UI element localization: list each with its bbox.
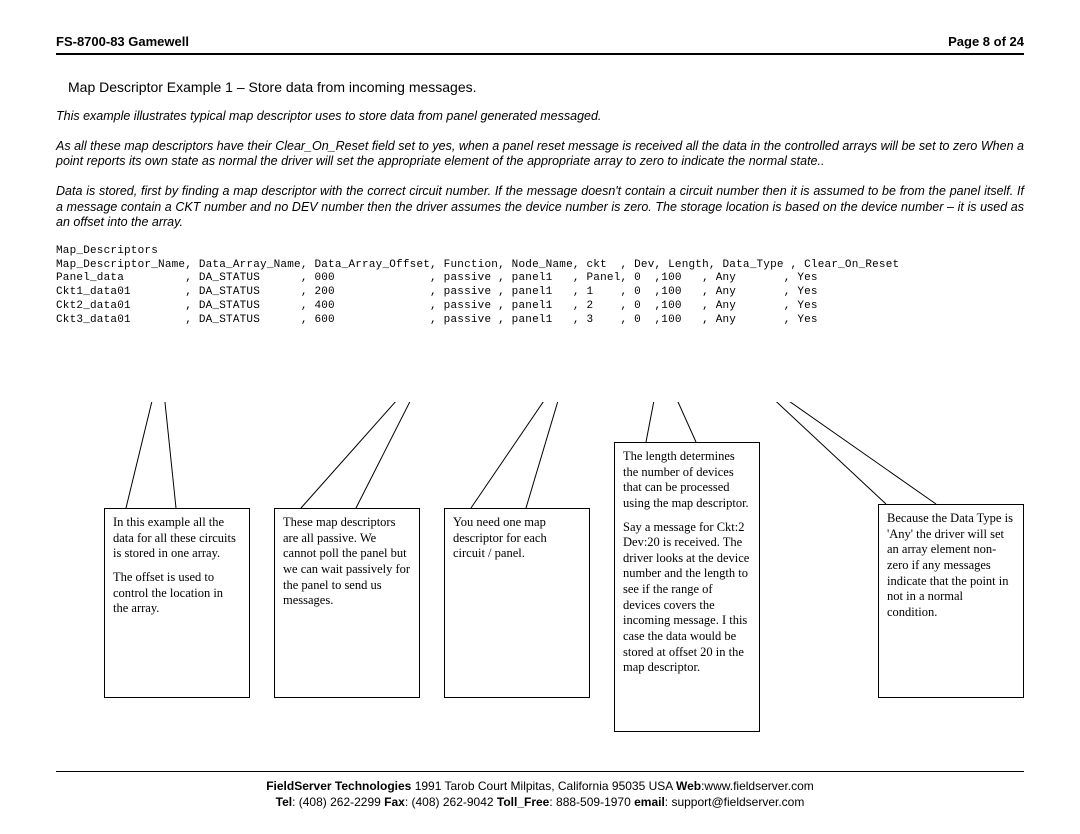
page-header: FS-8700-83 Gamewell Page 8 of 24	[56, 34, 1024, 51]
footer-email-label: email	[634, 795, 665, 809]
callout-1-text-b: The offset is used to control the locati…	[113, 570, 241, 617]
callout-box-2: These map descriptors are all passive. W…	[274, 508, 420, 698]
footer-fax-label: Fax	[384, 795, 405, 809]
header-left: FS-8700-83 Gamewell	[56, 34, 189, 49]
footer-tollfree-label: Toll_Free	[497, 795, 549, 809]
footer-line-1: FieldServer Technologies 1991 Tarob Cour…	[56, 778, 1024, 794]
header-rule	[56, 53, 1024, 55]
footer-address: 1991 Tarob Court Milpitas, California 95…	[411, 779, 676, 793]
callout-box-3: You need one map descriptor for each cir…	[444, 508, 590, 698]
callout-box-4: The length determines the number of devi…	[614, 442, 760, 732]
footer-web: :www.fieldserver.com	[701, 779, 814, 793]
footer-company: FieldServer Technologies	[266, 779, 411, 793]
code-block: Map_Descriptors Map_Descriptor_Name, Dat…	[56, 245, 1024, 328]
callout-4-text-a: The length determines the number of devi…	[623, 449, 751, 512]
footer-tel: : (408) 262-2299	[292, 795, 384, 809]
callout-2-text: These map descriptors are all passive. W…	[283, 515, 411, 609]
footer-line-2: Tel: (408) 262-2299 Fax: (408) 262-9042 …	[56, 794, 1024, 810]
footer-fax: : (408) 262-9042	[405, 795, 497, 809]
callout-5-text: Because the Data Type is 'Any' the drive…	[887, 511, 1015, 620]
paragraph-3: Data is stored, first by finding a map d…	[56, 184, 1024, 231]
footer-email: : support@fieldserver.com	[665, 795, 805, 809]
callout-1-text-a: In this example all the data for all the…	[113, 515, 241, 562]
callout-3-text: You need one map descriptor for each cir…	[453, 515, 581, 562]
page-footer: FieldServer Technologies 1991 Tarob Cour…	[56, 765, 1024, 810]
footer-tel-label: Tel	[276, 795, 292, 809]
footer-tollfree: : 888-509-1970	[549, 795, 634, 809]
footer-rule	[56, 771, 1024, 772]
section-title: Map Descriptor Example 1 – Store data fr…	[68, 79, 1024, 95]
paragraph-1: This example illustrates typical map des…	[56, 109, 1024, 125]
paragraph-2: As all these map descriptors have their …	[56, 139, 1024, 170]
footer-web-label: Web	[676, 779, 701, 793]
header-right: Page 8 of 24	[948, 34, 1024, 49]
callout-box-5: Because the Data Type is 'Any' the drive…	[878, 504, 1024, 698]
callout-4-text-b: Say a message for Ckt:2 Dev:20 is receiv…	[623, 520, 751, 676]
callout-box-1: In this example all the data for all the…	[104, 508, 250, 698]
